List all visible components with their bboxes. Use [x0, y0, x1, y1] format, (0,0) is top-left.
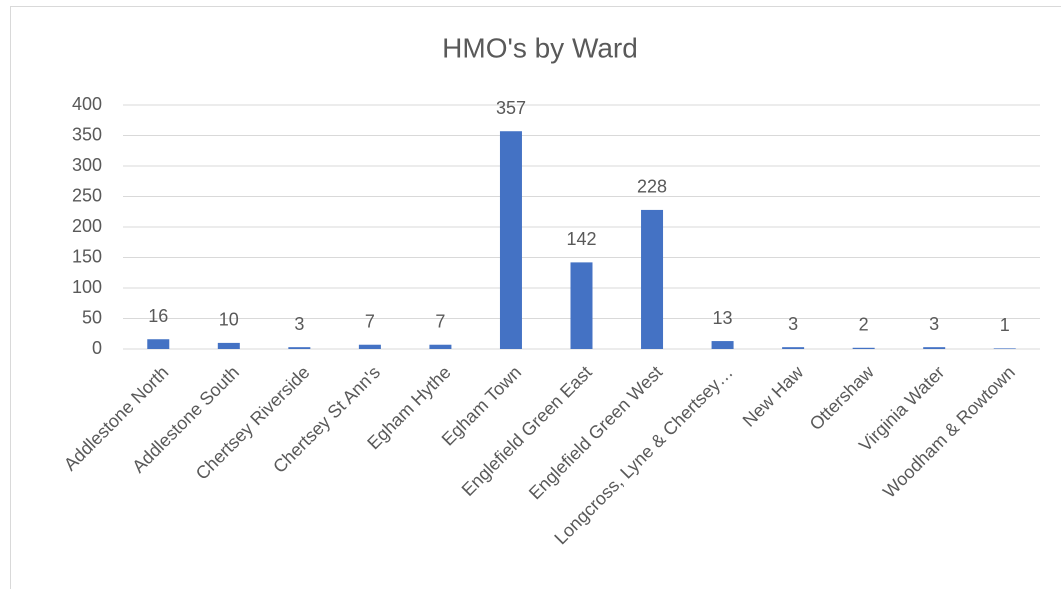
bar	[358, 344, 381, 349]
bar	[923, 347, 946, 349]
chart-title: HMO's by Ward	[442, 32, 638, 63]
data-label: 228	[637, 177, 667, 197]
y-tick-label: 300	[72, 155, 102, 175]
bar	[288, 347, 311, 349]
bar	[641, 209, 664, 349]
data-label: 142	[566, 229, 596, 249]
data-label: 3	[294, 314, 304, 334]
y-tick-label: 350	[72, 124, 102, 144]
y-tick-label: 0	[92, 338, 102, 358]
data-label: 16	[148, 306, 168, 326]
bar	[429, 344, 452, 349]
data-label: 7	[365, 311, 375, 331]
data-label: 7	[435, 311, 445, 331]
bar	[852, 347, 875, 349]
chart-border	[10, 6, 1061, 589]
bar	[147, 339, 170, 349]
bar	[993, 348, 1016, 349]
bar	[217, 342, 240, 349]
y-tick-label: 50	[82, 307, 102, 327]
data-label: 3	[929, 314, 939, 334]
data-label: 3	[788, 314, 798, 334]
bar	[499, 131, 522, 349]
data-label: 357	[496, 98, 526, 118]
bar	[570, 262, 593, 349]
y-tick-label: 250	[72, 185, 102, 205]
bar	[711, 341, 734, 349]
bar	[782, 347, 805, 349]
data-label: 1	[1000, 315, 1010, 335]
y-tick-label: 200	[72, 216, 102, 236]
data-label: 13	[713, 308, 733, 328]
y-tick-label: 100	[72, 277, 102, 297]
y-tick-label: 150	[72, 246, 102, 266]
data-label: 10	[219, 310, 239, 330]
data-label: 2	[859, 315, 869, 335]
y-tick-label: 400	[72, 94, 102, 114]
